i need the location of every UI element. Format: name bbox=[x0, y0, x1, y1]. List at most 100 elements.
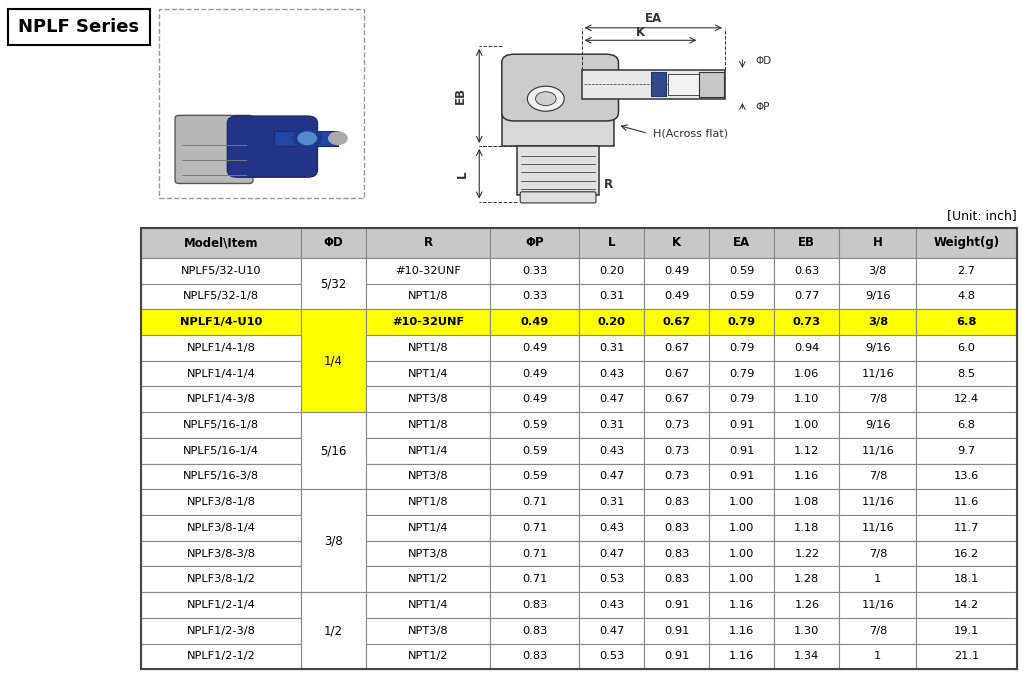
Text: NPLF1/4-U10: NPLF1/4-U10 bbox=[180, 317, 262, 327]
Text: EA: EA bbox=[733, 236, 751, 250]
Text: R: R bbox=[424, 236, 433, 250]
Bar bbox=[916, 361, 1017, 386]
Text: NPLF5/32-1/8: NPLF5/32-1/8 bbox=[183, 291, 259, 302]
Text: 0.94: 0.94 bbox=[795, 343, 819, 353]
Bar bbox=[141, 412, 301, 438]
Text: NPLF5/16-3/8: NPLF5/16-3/8 bbox=[183, 471, 259, 482]
Text: 1.28: 1.28 bbox=[795, 574, 819, 584]
Bar bbox=[710, 489, 774, 515]
Bar bbox=[916, 309, 1017, 335]
Bar bbox=[141, 361, 301, 386]
Circle shape bbox=[527, 86, 564, 111]
Bar bbox=[840, 361, 916, 386]
Bar bbox=[490, 489, 580, 515]
Text: 0.20: 0.20 bbox=[599, 265, 625, 276]
Bar bbox=[580, 541, 644, 566]
Bar bbox=[580, 386, 644, 412]
Bar bbox=[141, 335, 301, 361]
Bar bbox=[301, 412, 367, 489]
Circle shape bbox=[293, 129, 322, 148]
Text: 0.49: 0.49 bbox=[520, 317, 549, 327]
Text: 0.53: 0.53 bbox=[599, 574, 625, 584]
Text: 0.59: 0.59 bbox=[522, 420, 548, 430]
Text: NPT3/8: NPT3/8 bbox=[408, 471, 449, 482]
Text: 0.77: 0.77 bbox=[795, 291, 819, 302]
Bar bbox=[367, 618, 490, 644]
Text: NPLF1/4-1/8: NPLF1/4-1/8 bbox=[186, 343, 256, 353]
Text: 21.1: 21.1 bbox=[954, 651, 979, 662]
Text: Model\Item: Model\Item bbox=[184, 236, 258, 250]
Bar bbox=[582, 70, 725, 99]
Bar bbox=[916, 284, 1017, 309]
Text: 0.71: 0.71 bbox=[522, 523, 548, 533]
Bar bbox=[580, 618, 644, 644]
Text: 0.59: 0.59 bbox=[729, 265, 755, 276]
Text: 18.1: 18.1 bbox=[954, 574, 979, 584]
Bar bbox=[840, 309, 916, 335]
Bar bbox=[301, 592, 367, 669]
Bar bbox=[644, 515, 710, 541]
Bar bbox=[580, 438, 644, 464]
Bar bbox=[774, 438, 840, 464]
Text: 6.8: 6.8 bbox=[956, 317, 977, 327]
Text: NPT1/8: NPT1/8 bbox=[408, 497, 449, 507]
Bar bbox=[8, 9, 150, 45]
Bar bbox=[141, 644, 301, 669]
Text: 11/16: 11/16 bbox=[861, 600, 894, 610]
Text: 0.83: 0.83 bbox=[522, 626, 548, 636]
Text: 11.7: 11.7 bbox=[954, 523, 979, 533]
Bar bbox=[774, 644, 840, 669]
Text: 1/2: 1/2 bbox=[324, 624, 343, 637]
Text: NPT1/4: NPT1/4 bbox=[408, 445, 449, 456]
Bar bbox=[490, 309, 580, 335]
Bar bbox=[159, 9, 364, 198]
Bar bbox=[774, 284, 840, 309]
Bar bbox=[367, 361, 490, 386]
Bar bbox=[580, 284, 644, 309]
Bar bbox=[490, 361, 580, 386]
Text: 7/8: 7/8 bbox=[868, 548, 887, 559]
Bar bbox=[141, 566, 301, 592]
Bar bbox=[367, 489, 490, 515]
Text: 1.00: 1.00 bbox=[729, 548, 755, 559]
Text: NPLF3/8-1/4: NPLF3/8-1/4 bbox=[186, 523, 256, 533]
Text: Weight(g): Weight(g) bbox=[934, 236, 999, 250]
Text: NPT1/4: NPT1/4 bbox=[408, 600, 449, 610]
Text: 1.34: 1.34 bbox=[795, 651, 819, 662]
Bar bbox=[774, 489, 840, 515]
Text: 0.59: 0.59 bbox=[522, 445, 548, 456]
Text: 5/32: 5/32 bbox=[321, 277, 347, 290]
Text: 0.83: 0.83 bbox=[522, 600, 548, 610]
Bar bbox=[644, 592, 710, 618]
Bar bbox=[367, 335, 490, 361]
Bar bbox=[490, 412, 580, 438]
Bar bbox=[490, 228, 580, 258]
Bar bbox=[710, 258, 774, 284]
Text: 16.2: 16.2 bbox=[954, 548, 979, 559]
Text: 1: 1 bbox=[874, 574, 882, 584]
Bar bbox=[301, 228, 367, 258]
Bar bbox=[301, 258, 367, 309]
Text: 6.8: 6.8 bbox=[957, 420, 976, 430]
Text: 1.16: 1.16 bbox=[729, 651, 755, 662]
Bar bbox=[644, 438, 710, 464]
Bar bbox=[490, 515, 580, 541]
Text: 19.1: 19.1 bbox=[954, 626, 979, 636]
Bar bbox=[141, 618, 301, 644]
Bar bbox=[644, 566, 710, 592]
Bar bbox=[916, 412, 1017, 438]
Text: 0.91: 0.91 bbox=[664, 651, 689, 662]
Text: 4.8: 4.8 bbox=[957, 291, 976, 302]
Bar bbox=[710, 464, 774, 489]
Text: L: L bbox=[457, 170, 469, 177]
Bar bbox=[840, 464, 916, 489]
Text: 11/16: 11/16 bbox=[861, 368, 894, 379]
Bar bbox=[916, 592, 1017, 618]
Text: 0.49: 0.49 bbox=[522, 343, 548, 353]
Bar bbox=[774, 592, 840, 618]
Bar bbox=[490, 566, 580, 592]
Text: 0.63: 0.63 bbox=[795, 265, 819, 276]
Text: 9/16: 9/16 bbox=[865, 420, 891, 430]
Bar bbox=[367, 592, 490, 618]
FancyBboxPatch shape bbox=[227, 116, 317, 177]
